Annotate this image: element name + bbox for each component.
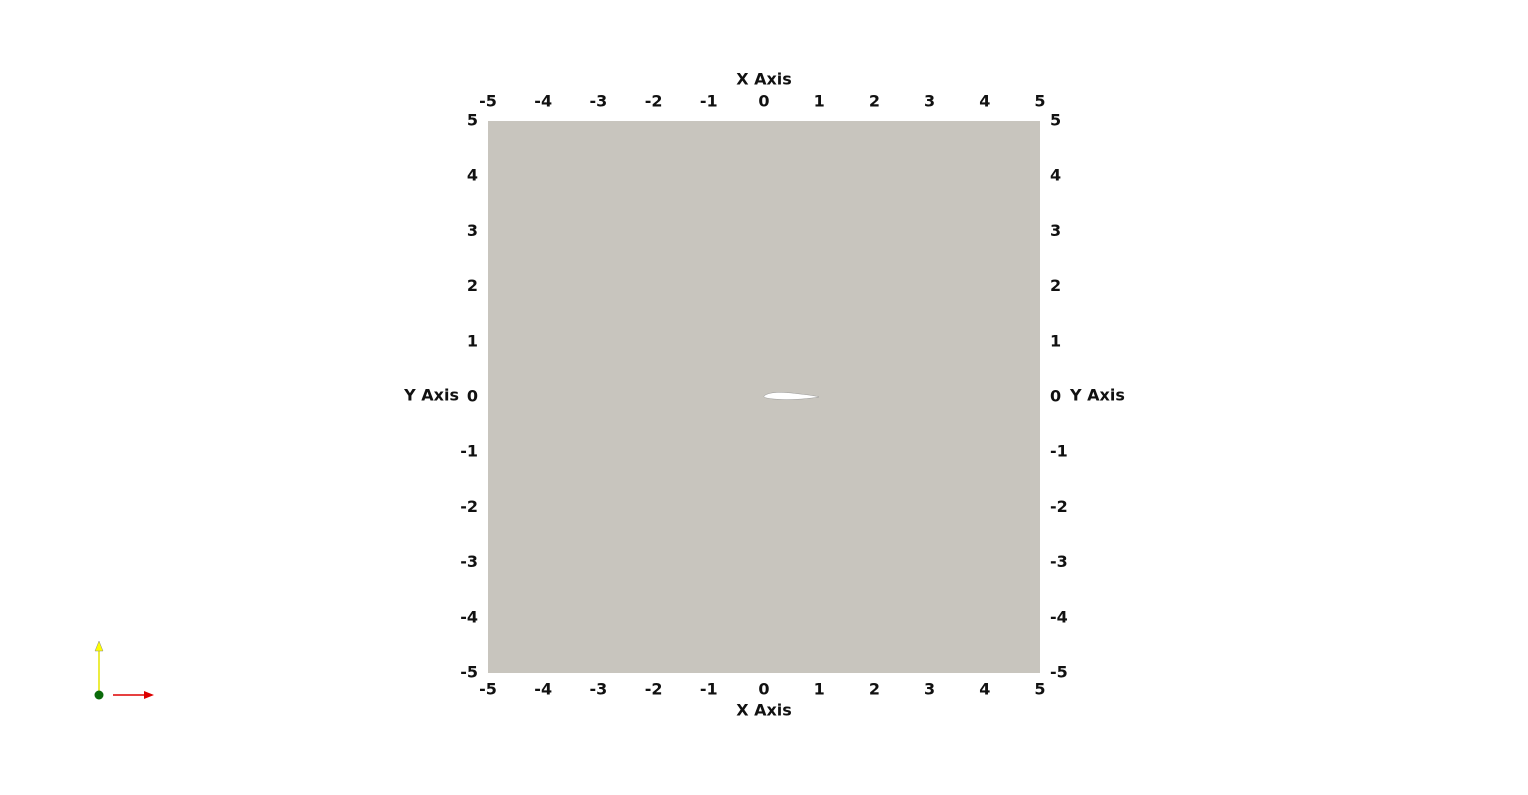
x-tick-label-bottom: 2 [869, 680, 880, 699]
x-tick-label-top: 1 [814, 92, 825, 111]
x-tick-label-bottom: -5 [479, 680, 497, 699]
airfoil [763, 392, 820, 400]
axis-z-dot [94, 690, 104, 700]
y-tick-label-left: 2 [467, 276, 478, 295]
x-tick-label-top: -3 [590, 92, 608, 111]
x-tick-label-top: 3 [924, 92, 935, 111]
x-tick-label-top: 2 [869, 92, 880, 111]
y-tick-label-left: 5 [467, 111, 478, 130]
y-tick-label-left: -3 [460, 552, 478, 571]
x-tick-label-bottom: 3 [924, 680, 935, 699]
x-tick-label-top: 4 [979, 92, 990, 111]
x-tick-label-top: -2 [645, 92, 663, 111]
x-tick-label-bottom: -2 [645, 680, 663, 699]
x-tick-label-bottom: -1 [700, 680, 718, 699]
x-axis-title-top: X Axis [736, 70, 792, 89]
y-tick-label-right: -2 [1050, 497, 1068, 516]
x-tick-label-bottom: 4 [979, 680, 990, 699]
y-tick-label-left: -5 [460, 663, 478, 682]
x-tick-label-top: -1 [700, 92, 718, 111]
x-tick-label-bottom: 5 [1034, 680, 1045, 699]
x-tick-label-top: -4 [534, 92, 552, 111]
y-tick-label-right: 5 [1050, 111, 1061, 130]
x-tick-label-bottom: -3 [590, 680, 608, 699]
y-tick-label-right: -4 [1050, 607, 1068, 626]
axis-y-head [94, 640, 104, 652]
y-tick-label-left: 1 [467, 331, 478, 350]
y-tick-label-left: 0 [467, 387, 478, 406]
axis-x-head [144, 691, 154, 699]
y-tick-label-right: 1 [1050, 331, 1061, 350]
y-tick-label-right: 4 [1050, 166, 1061, 185]
y-tick-label-right: 2 [1050, 276, 1061, 295]
x-tick-label-bottom: -4 [534, 680, 552, 699]
x-axis-title-bottom: X Axis [736, 701, 792, 720]
y-tick-label-left: -1 [460, 442, 478, 461]
x-tick-label-top: -5 [479, 92, 497, 111]
y-tick-label-right: 0 [1050, 387, 1061, 406]
y-tick-label-right: -3 [1050, 552, 1068, 571]
y-axis-title-right: Y Axis [1069, 386, 1125, 405]
x-tick-label-bottom: 1 [814, 680, 825, 699]
y-tick-label-left: 4 [467, 166, 478, 185]
y-tick-label-left: -4 [460, 607, 478, 626]
x-tick-label-bottom: 0 [758, 680, 769, 699]
x-tick-label-top: 5 [1034, 92, 1045, 111]
y-tick-label-right: -1 [1050, 442, 1068, 461]
y-tick-label-right: -5 [1050, 663, 1068, 682]
y-tick-label-left: -2 [460, 497, 478, 516]
y-axis-title-left: Y Axis [403, 386, 459, 405]
y-tick-label-right: 3 [1050, 221, 1061, 240]
x-tick-label-top: 0 [758, 92, 769, 111]
orientation-axes [94, 640, 154, 700]
y-tick-label-left: 3 [467, 221, 478, 240]
